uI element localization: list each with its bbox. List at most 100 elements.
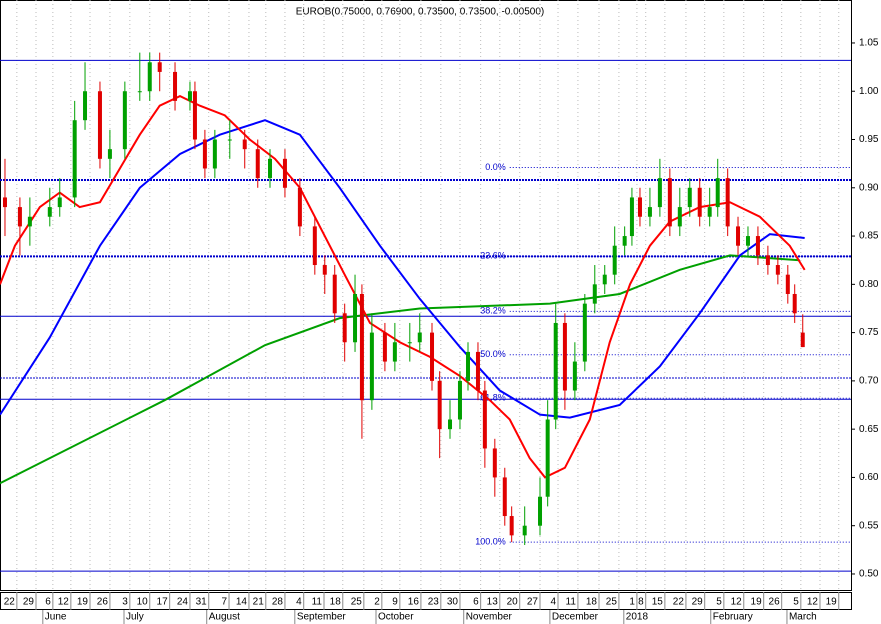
- candle-body: [562, 322, 567, 391]
- candle-body: [572, 361, 577, 391]
- candle-body: [282, 158, 287, 188]
- x-tick-label: 7: [221, 597, 227, 608]
- candle-body: [667, 178, 672, 227]
- month-label: September: [297, 612, 347, 623]
- candle-body: [83, 91, 88, 121]
- candle-body: [187, 91, 192, 101]
- candle-body: [192, 91, 197, 140]
- y-tick-label: 1.00: [859, 86, 879, 97]
- fib-label: 38.2%: [480, 306, 506, 316]
- x-tick-label: 6: [473, 597, 479, 608]
- x-tick-label: 21: [253, 597, 265, 608]
- x-tick-label: 25: [351, 597, 363, 608]
- candle-body: [72, 120, 77, 198]
- candle-body: [475, 351, 480, 391]
- x-tick-label: 4: [296, 597, 302, 608]
- fib-label: 50.0%: [480, 349, 506, 359]
- plot-frame: [0, 0, 852, 591]
- moving-average: [0, 254, 800, 485]
- x-tick-label: 29: [692, 597, 704, 608]
- candle-body: [332, 274, 337, 314]
- x-tick-label: 3: [122, 597, 128, 608]
- x-tick-label: 13: [487, 597, 499, 608]
- x-tick-label: 30: [447, 597, 459, 608]
- x-tick-label: 11: [566, 597, 577, 608]
- candle-body: [173, 71, 178, 101]
- candle-body: [47, 207, 52, 217]
- candle-body: [392, 342, 397, 362]
- month-label: June: [45, 612, 67, 623]
- x-tick-label: 22: [673, 597, 685, 608]
- x-tick-label: 19: [77, 597, 89, 608]
- month-label: February: [713, 612, 753, 623]
- y-tick-label: 0.85: [859, 231, 879, 242]
- x-axis-frame: [0, 592, 852, 610]
- candle-body: [417, 332, 422, 343]
- candle-body: [602, 274, 607, 285]
- y-tick-label: 0.60: [859, 472, 879, 483]
- candle-body: [657, 178, 662, 208]
- candle-body: [227, 139, 232, 141]
- candle-body: [212, 139, 217, 169]
- y-tick-label: 0.80: [859, 279, 879, 290]
- candle-body: [27, 216, 32, 227]
- chart-title: EUROB(0.75000, 0.76900, 0.73500, 0.73500…: [296, 7, 545, 18]
- y-tick-label: 1.05: [859, 38, 879, 49]
- x-tick-label: 27: [527, 597, 539, 608]
- x-tick-label: 29: [23, 597, 35, 608]
- month-label: December: [552, 612, 599, 623]
- fib-label: 100.0%: [475, 536, 506, 546]
- candle-body: [57, 197, 62, 208]
- candle-body: [622, 236, 627, 246]
- candle-body: [342, 313, 347, 343]
- x-tick-label: 17: [157, 597, 169, 608]
- candle-body: [369, 332, 374, 401]
- x-tick-label: 8: [638, 597, 644, 608]
- candle-body: [382, 332, 387, 362]
- x-tick-label: 18: [586, 597, 598, 608]
- x-tick-label: 5: [793, 597, 799, 608]
- candle-body: [353, 293, 358, 343]
- y-tick-label: 0.75: [859, 327, 879, 338]
- candle-body: [553, 322, 558, 420]
- fib-label: 23.6%: [480, 251, 506, 261]
- x-tick-label: 5: [716, 597, 722, 608]
- month-label: July: [126, 612, 144, 623]
- candle-body: [725, 178, 730, 227]
- month-label: 2018: [626, 612, 649, 623]
- x-tick-label: 2: [374, 597, 380, 608]
- x-tick-label: 12: [807, 597, 819, 608]
- candle-body: [482, 390, 487, 449]
- month-label: November: [466, 612, 513, 623]
- x-tick-label: 11: [312, 597, 323, 608]
- candle-body: [97, 91, 102, 159]
- candle-body: [437, 380, 442, 430]
- candle-body: [430, 332, 435, 381]
- candle-body: [122, 91, 127, 150]
- candle-body: [792, 293, 797, 314]
- candle-body: [137, 91, 142, 93]
- x-tick-label: 23: [428, 597, 440, 608]
- candle-body: [407, 342, 412, 344]
- x-tick-label: 1: [629, 597, 635, 608]
- candle-body: [157, 62, 162, 72]
- x-tick-label: 28: [272, 597, 284, 608]
- x-tick-label: 15: [652, 597, 664, 608]
- x-tick-label: 9: [392, 597, 398, 608]
- fib-label: 0.0%: [485, 162, 506, 172]
- candle-body: [775, 265, 780, 275]
- candle-body: [697, 187, 702, 217]
- y-tick-label: 0.50: [859, 569, 879, 580]
- candle-body: [268, 158, 273, 179]
- x-tick-label: 12: [58, 597, 70, 608]
- candle-body: [647, 207, 652, 217]
- candle-body: [715, 178, 720, 208]
- x-tick-label: 26: [769, 597, 781, 608]
- x-tick-label: 24: [177, 597, 189, 608]
- candle-body: [242, 139, 247, 150]
- candle-body: [545, 419, 550, 497]
- x-tick-label: 22: [4, 597, 16, 608]
- candle-body: [629, 197, 634, 237]
- candle-body: [255, 149, 260, 179]
